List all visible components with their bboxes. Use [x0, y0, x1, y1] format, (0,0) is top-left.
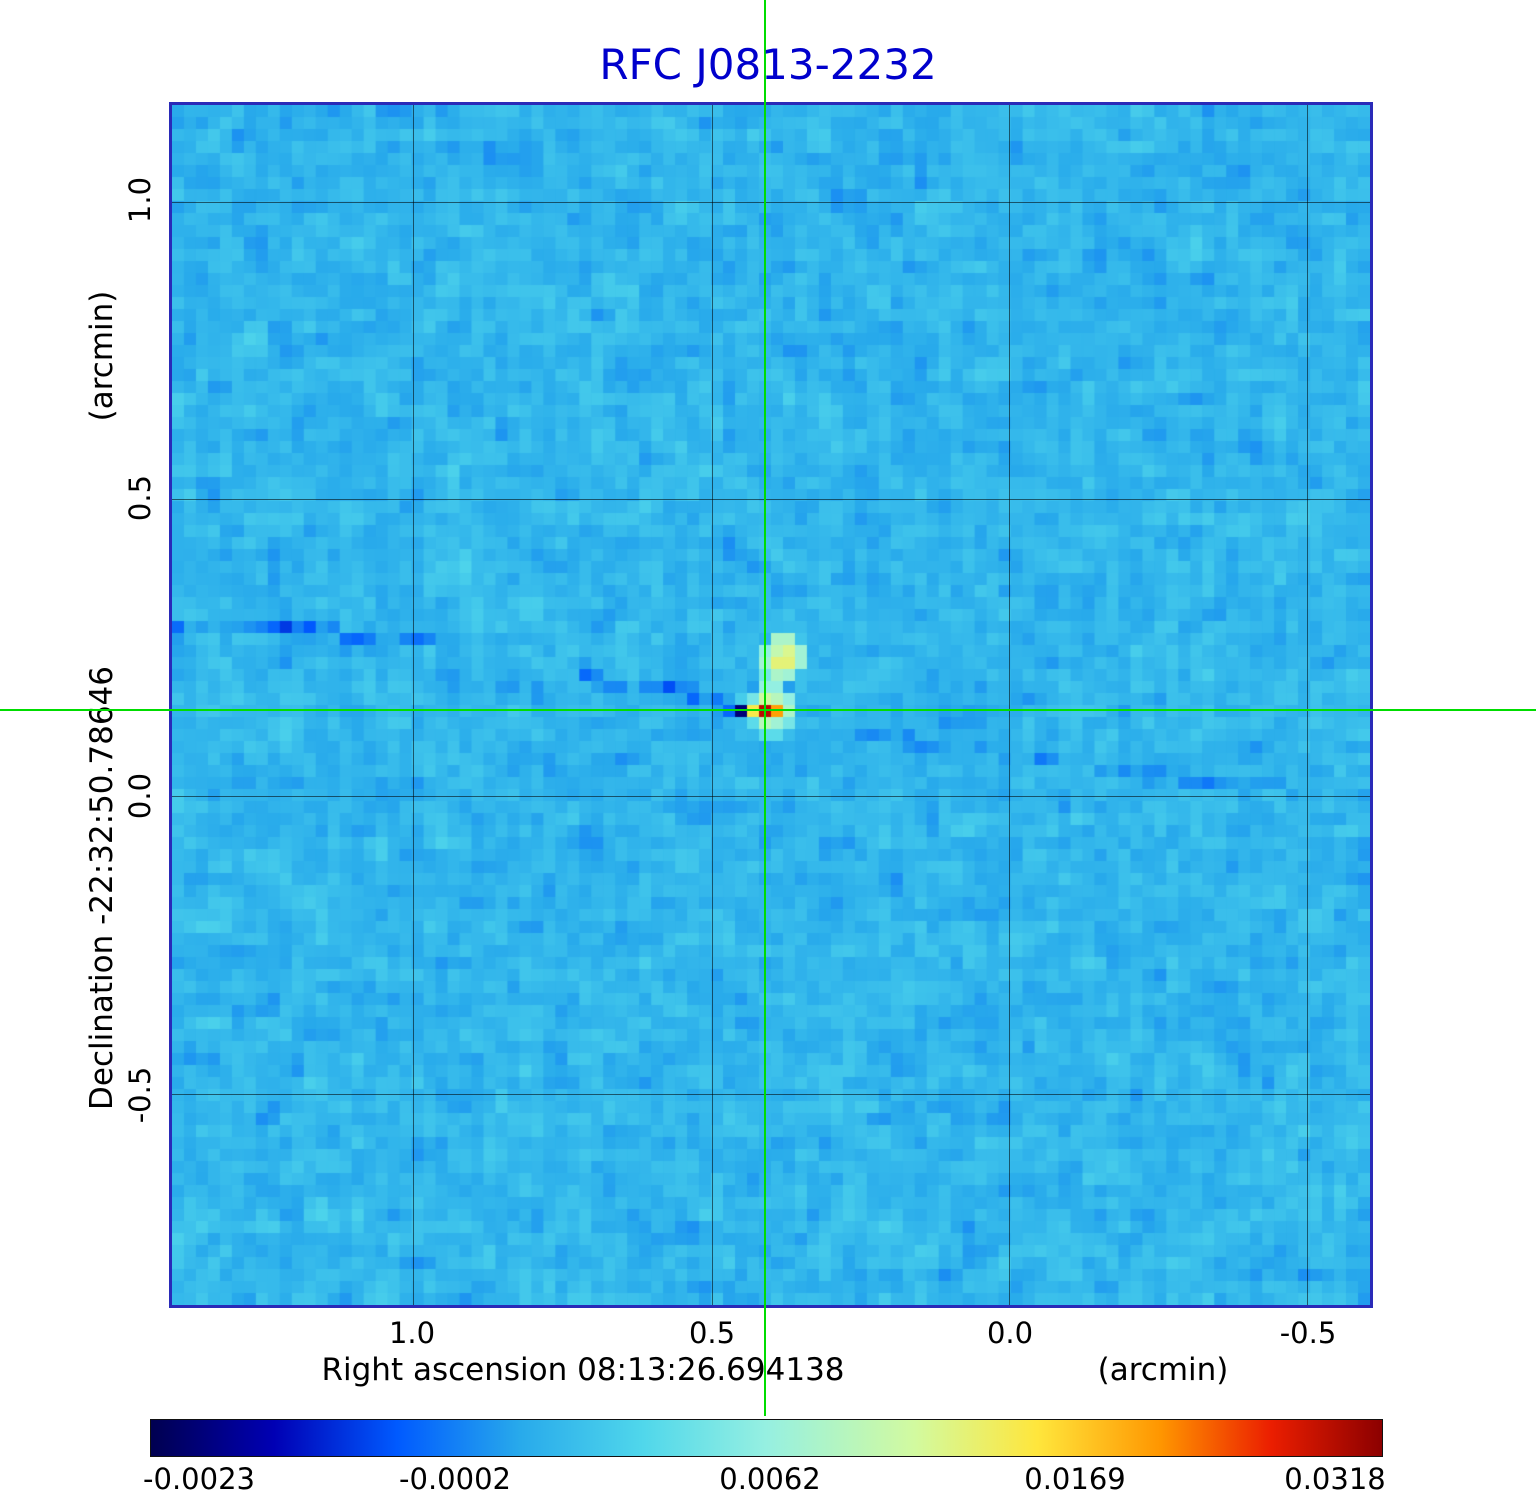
y-tick-label-1: 0.5	[123, 474, 157, 522]
y-tick-label-3: -0.5	[123, 1066, 157, 1124]
grid-lines-layer	[172, 105, 1370, 1305]
colorbar-tick-label-4: 0.0318	[1284, 1462, 1386, 1496]
grid-line-vertical	[412, 105, 414, 1305]
colorbar	[150, 1419, 1383, 1457]
colorbar-tick-label-1: -0.0002	[399, 1462, 511, 1496]
x-tick-label-3: -0.5	[1279, 1316, 1337, 1350]
x-tick-label-1: 0.5	[688, 1316, 736, 1350]
y-tick-label-0: 1.0	[123, 176, 157, 224]
x-tick-label-0: 1.0	[388, 1316, 436, 1350]
crosshair-vertical-line	[764, 0, 766, 1416]
x-axis-label: Right ascension 08:13:26.694138	[321, 1352, 845, 1388]
grid-line-horizontal	[172, 796, 1370, 798]
x-tick-label-2: 0.0	[986, 1316, 1034, 1350]
grid-line-vertical	[1009, 105, 1011, 1305]
grid-line-horizontal	[172, 1093, 1370, 1095]
grid-line-vertical	[1306, 105, 1308, 1305]
heatmap-canvas	[172, 105, 1370, 1305]
grid-line-vertical	[712, 105, 714, 1305]
y-axis-unit-label: (arcmin)	[84, 290, 120, 422]
y-tick-label-2: 0.0	[123, 772, 157, 820]
x-axis-unit-label: (arcmin)	[1097, 1352, 1229, 1388]
grid-line-horizontal	[172, 202, 1370, 204]
grid-line-horizontal	[172, 498, 1370, 500]
colorbar-tick-label-0: -0.0023	[143, 1462, 255, 1496]
crosshair-horizontal-line	[0, 709, 1536, 711]
colorbar-gradient	[151, 1420, 1382, 1456]
plot-area	[169, 102, 1373, 1308]
y-axis-label: Declination -22:32:50.78646	[84, 666, 120, 1110]
colorbar-tick-label-2: 0.0062	[719, 1462, 821, 1496]
plot-title: RFC J0813-2232	[599, 40, 937, 89]
colorbar-tick-label-3: 0.0169	[1024, 1462, 1126, 1496]
